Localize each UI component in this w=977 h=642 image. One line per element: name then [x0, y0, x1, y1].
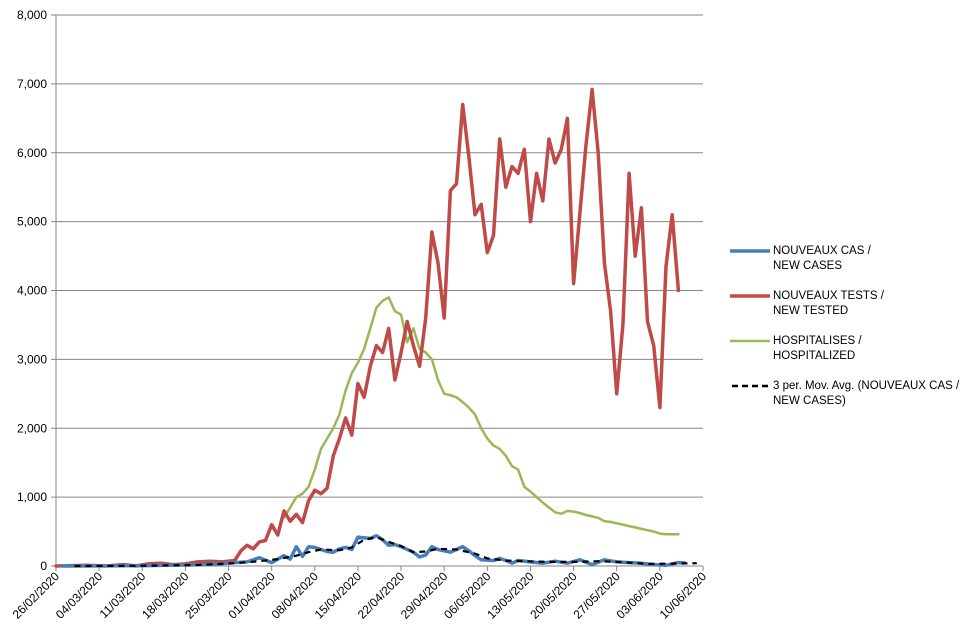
x-tick-label: 10/06/2020: [657, 569, 710, 622]
y-tick-label: 4,000: [17, 284, 47, 298]
series-line-2: [282, 296, 680, 536]
legend-item-moving-average: 3 per. Mov. Avg. (NOUVEAUX CAS / NEW CAS…: [730, 379, 975, 409]
axes: [51, 14, 704, 571]
series-line-3: [74, 536, 697, 568]
legend-item-hospitalized: HOSPITALISES / HOSPITALIZED: [730, 334, 975, 364]
y-tick-labels: 0 1,000 2,000 3,000 4,000 5,000 6,000 7,000 8,00…: [17, 8, 47, 573]
legend-label-new-cases-line1: NOUVEAUX CAS /: [773, 245, 871, 257]
legend-label-hospitalized-line2: HOSPITALIZED: [773, 350, 856, 362]
legend: NOUVEAUX CAS / NEW CASES NOUVEAUX TESTS …: [730, 244, 975, 424]
legend-label-hospitalized-line1: HOSPITALISES /: [773, 335, 862, 347]
y-tick-label: 6,000: [17, 146, 47, 160]
legend-label-moving-average-line1: 3 per. Mov. Avg. (NOUVEAUX CAS /: [773, 380, 960, 392]
gridlines: [56, 14, 703, 498]
legend-label-new-tested-line2: NEW TESTED: [773, 305, 849, 317]
legend-label-new-cases-line2: NEW CASES: [773, 260, 843, 272]
x-tick-labels: 26/02/202004/03/202011/03/202018/03/2020…: [10, 569, 710, 622]
y-tick-label: 1,000: [17, 490, 47, 504]
legend-swatch-new-tested: [730, 289, 770, 301]
y-tick-label: 3,000: [17, 352, 47, 366]
y-tick-label: 2,000: [17, 421, 47, 435]
y-tick-label: 7,000: [17, 77, 47, 91]
legend-label-moving-average-line2: NEW CASES): [773, 395, 846, 407]
legend-swatch-new-cases: [730, 244, 770, 256]
y-tick-label: 0: [40, 559, 47, 573]
legend-item-new-cases: NOUVEAUX CAS / NEW CASES: [730, 244, 975, 274]
legend-item-new-tested: NOUVEAUX TESTS / NEW TESTED: [730, 289, 975, 319]
series-lines: [54, 87, 697, 568]
legend-swatch-hospitalized: [730, 334, 770, 346]
y-tick-label: 5,000: [17, 215, 47, 229]
y-tick-label: 8,000: [17, 8, 47, 22]
x-tick-label: 04/03/2020: [53, 569, 106, 622]
series-line-0: [60, 533, 687, 568]
series-line-1: [54, 87, 681, 568]
legend-swatch-moving-average: [730, 379, 770, 391]
legend-label-new-tested-line1: NOUVEAUX TESTS /: [773, 290, 884, 302]
